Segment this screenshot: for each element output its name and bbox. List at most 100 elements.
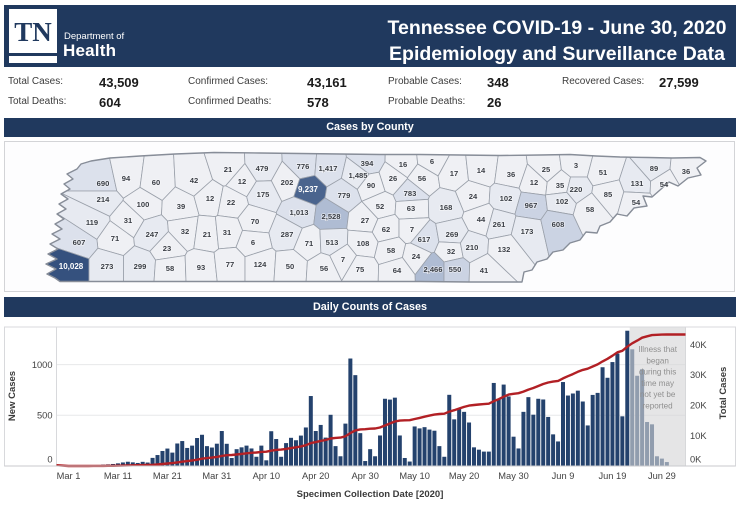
- daily-new-cases-bar[interactable]: [590, 394, 595, 466]
- daily-new-cases-bar[interactable]: [437, 446, 442, 466]
- daily-new-cases-bar[interactable]: [422, 427, 427, 466]
- daily-new-cases-bar[interactable]: [442, 456, 447, 466]
- daily-new-cases-bar[interactable]: [412, 426, 417, 466]
- daily-new-cases-bar[interactable]: [575, 390, 580, 466]
- daily-new-cases-bar[interactable]: [526, 397, 531, 466]
- daily-new-cases-bar[interactable]: [625, 330, 630, 466]
- daily-new-cases-bar[interactable]: [200, 434, 205, 466]
- daily-new-cases-bar[interactable]: [457, 409, 462, 466]
- daily-new-cases-bar[interactable]: [551, 434, 556, 466]
- daily-new-cases-bar[interactable]: [496, 398, 501, 466]
- daily-new-cases-bar[interactable]: [565, 395, 570, 466]
- daily-new-cases-bar[interactable]: [180, 441, 185, 466]
- daily-new-cases-bar[interactable]: [382, 398, 387, 466]
- daily-new-cases-bar[interactable]: [407, 461, 412, 466]
- daily-new-cases-bar[interactable]: [536, 398, 541, 466]
- daily-new-cases-bar[interactable]: [521, 411, 526, 466]
- daily-new-cases-bar[interactable]: [150, 457, 155, 466]
- daily-new-cases-bar[interactable]: [516, 448, 521, 466]
- daily-new-cases-bar[interactable]: [284, 443, 289, 466]
- daily-new-cases-bar[interactable]: [170, 452, 175, 466]
- daily-new-cases-bar[interactable]: [452, 419, 457, 466]
- daily-new-cases-bar[interactable]: [125, 461, 130, 466]
- daily-new-cases-bar[interactable]: [185, 447, 190, 466]
- daily-new-cases-bar[interactable]: [120, 462, 125, 466]
- daily-new-cases-bar[interactable]: [432, 430, 437, 466]
- daily-new-cases-bar[interactable]: [471, 447, 476, 466]
- daily-new-cases-bar[interactable]: [239, 447, 244, 466]
- daily-new-cases-bar[interactable]: [402, 457, 407, 466]
- daily-new-cases-bar[interactable]: [338, 456, 343, 466]
- daily-new-cases-bar[interactable]: [378, 435, 383, 466]
- daily-new-cases-bar[interactable]: [323, 437, 328, 466]
- daily-new-cases-bar[interactable]: [303, 427, 308, 466]
- daily-new-cases-bar[interactable]: [279, 456, 284, 466]
- daily-new-cases-bar[interactable]: [541, 399, 546, 466]
- daily-new-cases-bar[interactable]: [244, 445, 249, 466]
- daily-new-cases-bar[interactable]: [585, 425, 590, 466]
- daily-new-cases-bar[interactable]: [610, 362, 615, 466]
- daily-new-cases-bar[interactable]: [427, 429, 432, 466]
- daily-new-cases-bar[interactable]: [615, 353, 620, 466]
- daily-new-cases-bar[interactable]: [397, 435, 402, 466]
- daily-new-cases-bar[interactable]: [491, 382, 496, 466]
- daily-new-cases-bar[interactable]: [481, 451, 486, 466]
- daily-new-cases-bar[interactable]: [368, 449, 373, 466]
- daily-new-cases-bar[interactable]: [249, 448, 254, 466]
- daily-new-cases-bar[interactable]: [467, 422, 472, 466]
- daily-new-cases-bar[interactable]: [476, 449, 481, 466]
- daily-new-cases-bar[interactable]: [175, 443, 180, 466]
- daily-new-cases-bar[interactable]: [392, 397, 397, 466]
- daily-new-cases-bar[interactable]: [313, 431, 318, 466]
- daily-new-cases-bar[interactable]: [264, 460, 269, 466]
- daily-new-cases-bar[interactable]: [219, 431, 224, 466]
- daily-new-cases-bar[interactable]: [363, 461, 368, 466]
- daily-new-cases-bar[interactable]: [605, 377, 610, 466]
- daily-new-cases-bar[interactable]: [254, 456, 259, 466]
- daily-new-cases-bar[interactable]: [259, 445, 264, 466]
- total-cases-line[interactable]: [56, 333, 686, 468]
- daily-new-cases-bar[interactable]: [293, 440, 298, 466]
- daily-new-cases-bar[interactable]: [165, 448, 170, 466]
- daily-new-cases-bar[interactable]: [546, 416, 551, 466]
- daily-new-cases-bar[interactable]: [214, 443, 219, 466]
- daily-new-cases-bar[interactable]: [595, 392, 600, 466]
- daily-new-cases-bar[interactable]: [531, 414, 536, 466]
- daily-new-cases-bar[interactable]: [486, 451, 491, 466]
- daily-new-cases-bar[interactable]: [387, 399, 392, 466]
- daily-new-cases-bar[interactable]: [204, 446, 209, 466]
- daily-new-cases-bar[interactable]: [298, 435, 303, 466]
- daily-new-cases-bar[interactable]: [511, 436, 516, 466]
- daily-new-cases-bar[interactable]: [160, 450, 165, 466]
- daily-new-cases-bar[interactable]: [501, 384, 506, 466]
- daily-new-cases-bar[interactable]: [556, 441, 561, 466]
- daily-new-cases-bar[interactable]: [580, 401, 585, 466]
- daily-new-cases-bar[interactable]: [333, 446, 338, 466]
- daily-new-cases-bar[interactable]: [561, 382, 565, 466]
- daily-new-cases-bar[interactable]: [620, 416, 625, 466]
- daily-new-cases-bar[interactable]: [269, 431, 274, 466]
- daily-new-cases-bar[interactable]: [318, 424, 323, 466]
- county-label: 12: [206, 194, 214, 203]
- daily-new-cases-bar[interactable]: [348, 358, 353, 466]
- daily-new-cases-bar[interactable]: [274, 439, 279, 466]
- daily-new-cases-bar[interactable]: [447, 394, 452, 466]
- daily-new-cases-bar[interactable]: [417, 428, 422, 466]
- daily-new-cases-bar[interactable]: [190, 445, 195, 466]
- daily-new-cases-bar[interactable]: [308, 396, 313, 466]
- daily-new-cases-bar[interactable]: [343, 423, 348, 466]
- daily-new-cases-bar[interactable]: [289, 437, 294, 466]
- daily-new-cases-bar[interactable]: [506, 396, 511, 466]
- daily-new-cases-bar[interactable]: [462, 411, 467, 466]
- daily-new-cases-bar[interactable]: [358, 433, 363, 466]
- daily-new-cases-bar[interactable]: [570, 393, 575, 466]
- daily-new-cases-bar[interactable]: [234, 449, 239, 466]
- county-label: 967: [525, 201, 538, 210]
- daily-new-cases-bar[interactable]: [373, 456, 378, 466]
- daily-new-cases-bar[interactable]: [195, 438, 200, 466]
- daily-new-cases-bar[interactable]: [155, 455, 160, 466]
- daily-new-cases-bar[interactable]: [229, 457, 234, 466]
- daily-new-cases-bar[interactable]: [353, 375, 358, 466]
- daily-new-cases-bar[interactable]: [600, 367, 605, 466]
- daily-new-cases-bar[interactable]: [328, 414, 333, 466]
